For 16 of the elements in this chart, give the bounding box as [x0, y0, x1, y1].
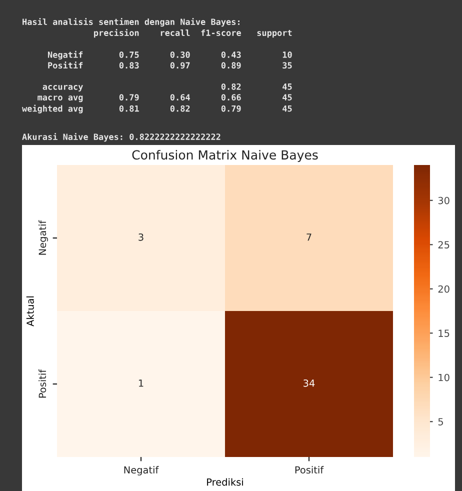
text: precision recall f1-score support Negatif 0.75 0.30 0.43 10 Positif 0.83 0.97 0.89 35 accuracy 0.82 45 macro avg 0.79 0.64 0.66 45 weighted avg 0.81 0.82 0.79 45 — [22, 29, 292, 114]
color-bar-label: 15 — [438, 330, 450, 337]
color-bar-label: 5 — [438, 418, 443, 426]
color-bar-label: 25 — [438, 241, 450, 248]
data-label: 1 — [138, 380, 144, 387]
color-bar-label: 10 — [438, 374, 450, 382]
data-label: 7 — [306, 234, 312, 241]
text: Hasil analisis sentimen dengan Naive Bayes: — [22, 18, 240, 27]
y-axis-title: Aktual — [26, 296, 34, 326]
chart-title: Confusion Matrix Naive Bayes — [132, 150, 318, 162]
color-bar-label: 30 — [438, 196, 450, 204]
x-axis-title: Prediksi — [207, 478, 243, 486]
color-bar-label: 20 — [438, 285, 450, 293]
text: Akurasi Naive Bayes: 0.8222222222222222 — [22, 132, 220, 142]
data-label: 34 — [304, 379, 315, 387]
data-label: 3 — [138, 233, 144, 241]
